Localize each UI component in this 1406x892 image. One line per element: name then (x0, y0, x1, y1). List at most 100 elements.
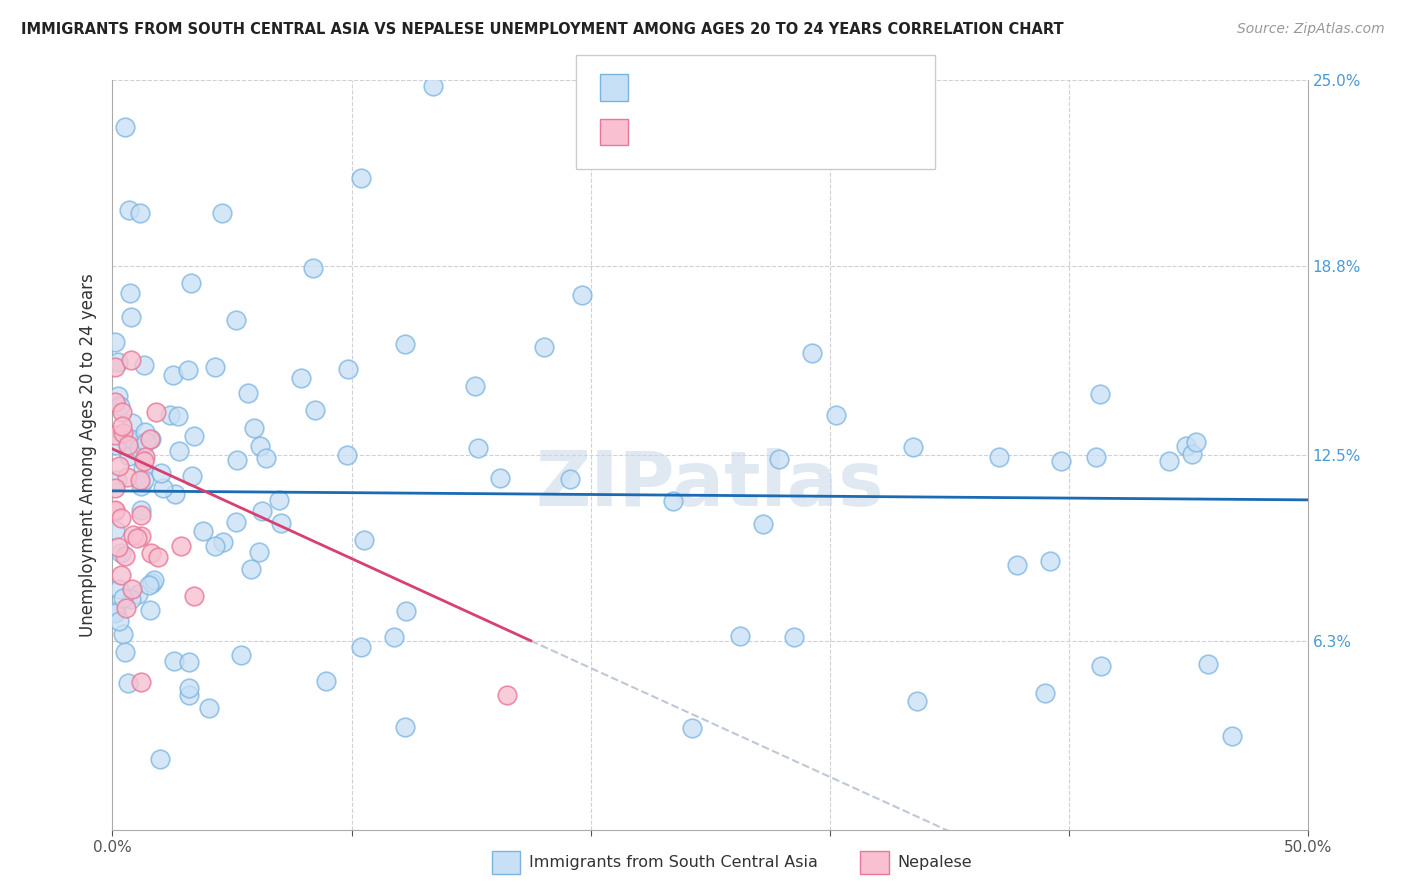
Point (120, 432, 142, 446)
Point (467, 441, 489, 455)
Text: R =: R = (637, 125, 666, 139)
Point (111, 405, 134, 419)
Point (152, 481, 174, 495)
Point (169, 540, 191, 554)
Point (139, 546, 162, 560)
Point (394, 604, 416, 618)
Point (236, 386, 259, 401)
Point (120, 592, 142, 607)
Point (180, 468, 202, 483)
Point (108, 582, 131, 597)
Point (249, 439, 271, 453)
Text: Source: ZipAtlas.com: Source: ZipAtlas.com (1237, 22, 1385, 37)
Point (104, 482, 127, 496)
Text: N =: N = (752, 125, 783, 139)
Point (1039, 554, 1062, 568)
Point (1181, 447, 1204, 461)
Point (571, 288, 593, 302)
Point (988, 450, 1011, 464)
Point (107, 540, 129, 554)
Point (1159, 454, 1181, 468)
Point (111, 419, 134, 434)
Point (177, 688, 200, 702)
Point (211, 206, 233, 220)
Point (1050, 454, 1073, 468)
Point (163, 487, 186, 501)
Point (353, 533, 375, 548)
Point (129, 529, 152, 543)
Point (350, 171, 373, 186)
Point (129, 473, 152, 487)
Point (558, 472, 581, 486)
Point (180, 276, 202, 290)
Point (117, 438, 139, 452)
Point (105, 605, 128, 619)
Point (290, 370, 312, 384)
Point (121, 528, 143, 542)
Point (179, 681, 201, 695)
Point (752, 517, 775, 532)
Point (177, 655, 200, 669)
Point (104, 359, 127, 374)
Text: IMMIGRANTS FROM SOUTH CENTRAL ASIA VS NEPALESE UNEMPLOYMENT AMONG AGES 20 TO 24 : IMMIGRANTS FROM SOUTH CENTRAL ASIA VS NE… (21, 22, 1064, 37)
Point (120, 310, 142, 324)
Point (159, 409, 181, 423)
Point (110, 546, 132, 560)
Point (132, 358, 155, 372)
Y-axis label: Unemployment Among Ages 20 to 24 years: Unemployment Among Ages 20 to 24 years (79, 273, 97, 637)
Point (422, 79, 444, 94)
Point (118, 202, 141, 217)
Point (118, 449, 141, 463)
Point (176, 363, 198, 377)
Text: R =: R = (637, 80, 666, 95)
Point (112, 627, 135, 641)
Text: -0.409: -0.409 (671, 125, 728, 139)
Point (768, 452, 790, 467)
Point (134, 425, 156, 440)
Point (104, 606, 127, 620)
Point (118, 286, 141, 301)
Point (464, 379, 486, 393)
Point (139, 432, 162, 446)
Point (110, 510, 132, 524)
Point (104, 395, 127, 409)
Point (489, 471, 512, 485)
Point (131, 508, 153, 523)
Point (163, 654, 186, 668)
Point (134, 450, 156, 465)
Point (662, 493, 685, 508)
Point (131, 502, 153, 516)
Point (132, 460, 155, 475)
Point (107, 389, 129, 403)
Point (138, 578, 160, 592)
Point (270, 516, 292, 530)
Point (132, 454, 155, 468)
Point (801, 346, 824, 360)
Point (104, 428, 127, 442)
Point (121, 582, 143, 597)
Point (104, 503, 127, 517)
Point (315, 674, 337, 689)
Point (304, 403, 326, 417)
Point (128, 442, 150, 456)
Point (1185, 435, 1208, 450)
Point (127, 531, 149, 545)
Point (250, 504, 273, 518)
Text: ZIPatlas: ZIPatlas (536, 448, 884, 522)
Point (1090, 387, 1112, 401)
Point (146, 549, 169, 564)
Point (121, 417, 143, 431)
Point (907, 123, 929, 137)
Point (108, 614, 131, 628)
Point (114, 549, 136, 563)
Point (211, 535, 233, 549)
Point (114, 600, 136, 615)
Point (120, 352, 142, 367)
Point (239, 562, 262, 576)
Point (1005, 558, 1028, 572)
Point (142, 574, 165, 588)
Point (115, 470, 138, 484)
Point (1197, 657, 1219, 671)
Point (141, 576, 163, 591)
Point (225, 515, 247, 529)
